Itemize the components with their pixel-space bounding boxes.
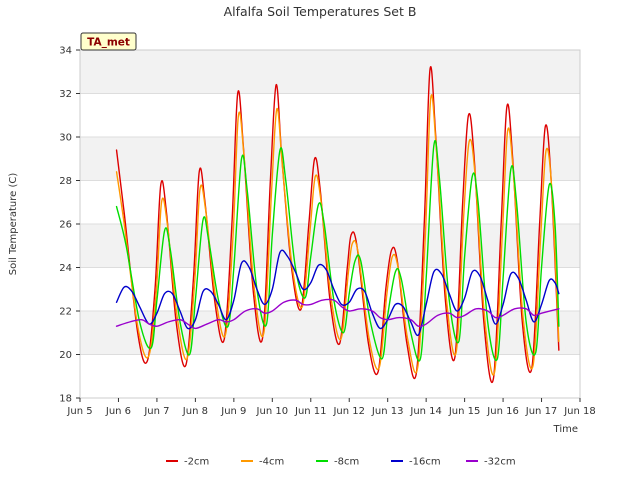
legend-label: -16cm <box>409 457 441 468</box>
series-line-32cmcm <box>115 298 560 330</box>
grid-band <box>80 50 580 94</box>
x-tick-label: Jun 7 <box>143 406 169 417</box>
x-tick-label: Jun 9 <box>220 406 246 417</box>
legend-label: -8cm <box>334 457 359 468</box>
legend-label: -32cm <box>484 457 516 468</box>
grid-band <box>80 93 580 137</box>
legend: -2cm -4cm -8cm -16cm -32cm <box>166 457 516 468</box>
x-tick-label: Jun 14 <box>409 406 442 417</box>
x-tick-label: Jun 6 <box>105 406 131 417</box>
x-tick-label: Jun 11 <box>294 406 327 417</box>
series-line-16cmcm <box>115 249 560 337</box>
x-axis-label: Time <box>553 424 578 435</box>
x-tick-label: Jun 5 <box>66 406 92 417</box>
x-tick-label: Jun 17 <box>525 406 558 417</box>
badge-text: TA_met <box>87 37 130 49</box>
y-tick-label: 32 <box>59 89 72 100</box>
x-tick-label: Jun 16 <box>486 406 519 417</box>
y-tick-label: 24 <box>59 263 72 274</box>
series-line-2cmcm <box>115 66 560 384</box>
y-tick-label: 34 <box>59 46 72 57</box>
y-tick-label: 22 <box>59 307 72 318</box>
x-axis-ticks: Jun 5 Jun 6 Jun 7 Jun 8 Jun 9 Jun 10 Jun 11 Jun… <box>66 398 596 417</box>
grid-band <box>80 224 580 268</box>
series-layer <box>115 66 560 384</box>
x-tick-label: Jun 13 <box>371 406 404 417</box>
y-tick-label: 26 <box>59 220 72 231</box>
badge-box <box>80 32 137 51</box>
x-tick-label: Jun 8 <box>182 406 208 417</box>
y-axis-label: Soil Temperature (C) <box>8 173 19 276</box>
x-tick-label: Jun 18 <box>563 406 596 417</box>
grid-band <box>80 354 580 398</box>
y-tick-label: 28 <box>59 176 72 187</box>
x-tick-label: Jun 15 <box>448 406 481 417</box>
y-tick-label: 20 <box>59 350 72 361</box>
y-axis-ticks: 18 20 22 24 26 28 30 32 34 <box>59 46 80 405</box>
y-tick-label: 30 <box>59 133 72 144</box>
grid-band <box>80 137 580 181</box>
legend-label: -2cm <box>184 457 209 468</box>
chart-title: Alfalfa Soil Temperatures Set B <box>224 4 417 19</box>
legend-label: -4cm <box>259 457 284 468</box>
x-tick-label: Jun 12 <box>332 406 365 417</box>
station-badge: TA_met <box>80 32 137 51</box>
series-line-8cmcm <box>115 139 560 362</box>
series-line-4cmcm <box>115 94 560 376</box>
y-tick-label: 18 <box>59 394 72 405</box>
x-tick-label: Jun 10 <box>256 406 289 417</box>
